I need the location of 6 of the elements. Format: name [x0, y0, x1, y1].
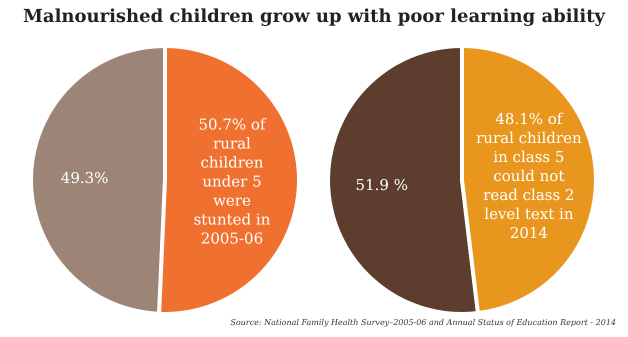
data-label: 50.7% of rural children under 5 were stunted in 2005-06: [194, 115, 271, 248]
chart-title: Malnourished children grow up with poor learning ability: [22, 6, 606, 27]
data-label: 51.9 %: [356, 176, 408, 194]
source-note: Source: National Family Health Survey–2005-06 and Annual Status of Education Report - 2014: [230, 318, 616, 327]
data-label: 49.3%: [60, 169, 108, 188]
data-label: 48.1% of rural children in class 5 could not read class 2 level text in 2014: [476, 110, 582, 242]
